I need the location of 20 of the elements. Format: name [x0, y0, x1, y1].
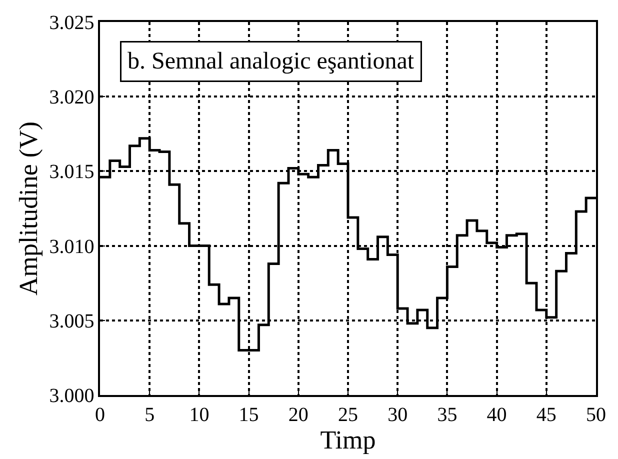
text: b. Semnal analogic eşantionat	[128, 48, 414, 74]
x-tick-label: 0	[95, 404, 105, 426]
x-tick-label: 45	[536, 404, 556, 426]
y-tick-label: 3.020	[49, 86, 94, 109]
y-tick-label: 3.025	[49, 12, 94, 34]
x-tick-label: 5	[144, 404, 155, 426]
y-tick-label: 3.005	[49, 310, 94, 332]
y-tick-label: 3.010	[49, 236, 94, 258]
x-tick-label: 30	[388, 404, 408, 426]
y-tick-label: 3.000	[49, 385, 94, 407]
x-tick-label: 40	[486, 404, 507, 426]
x-tick-label: 35	[437, 404, 458, 426]
x-tick-label: 10	[189, 404, 210, 426]
x-tick-label: 15	[238, 404, 259, 426]
x-tick-label: 25	[338, 404, 358, 426]
y-tick-label: 3.015	[49, 161, 94, 184]
x-tick-label: 50	[586, 404, 606, 426]
x-tick-label: 20	[288, 404, 308, 426]
x-axis-title: Timp	[320, 426, 376, 455]
y-axis-title: Amplitudine (V)	[14, 121, 44, 296]
